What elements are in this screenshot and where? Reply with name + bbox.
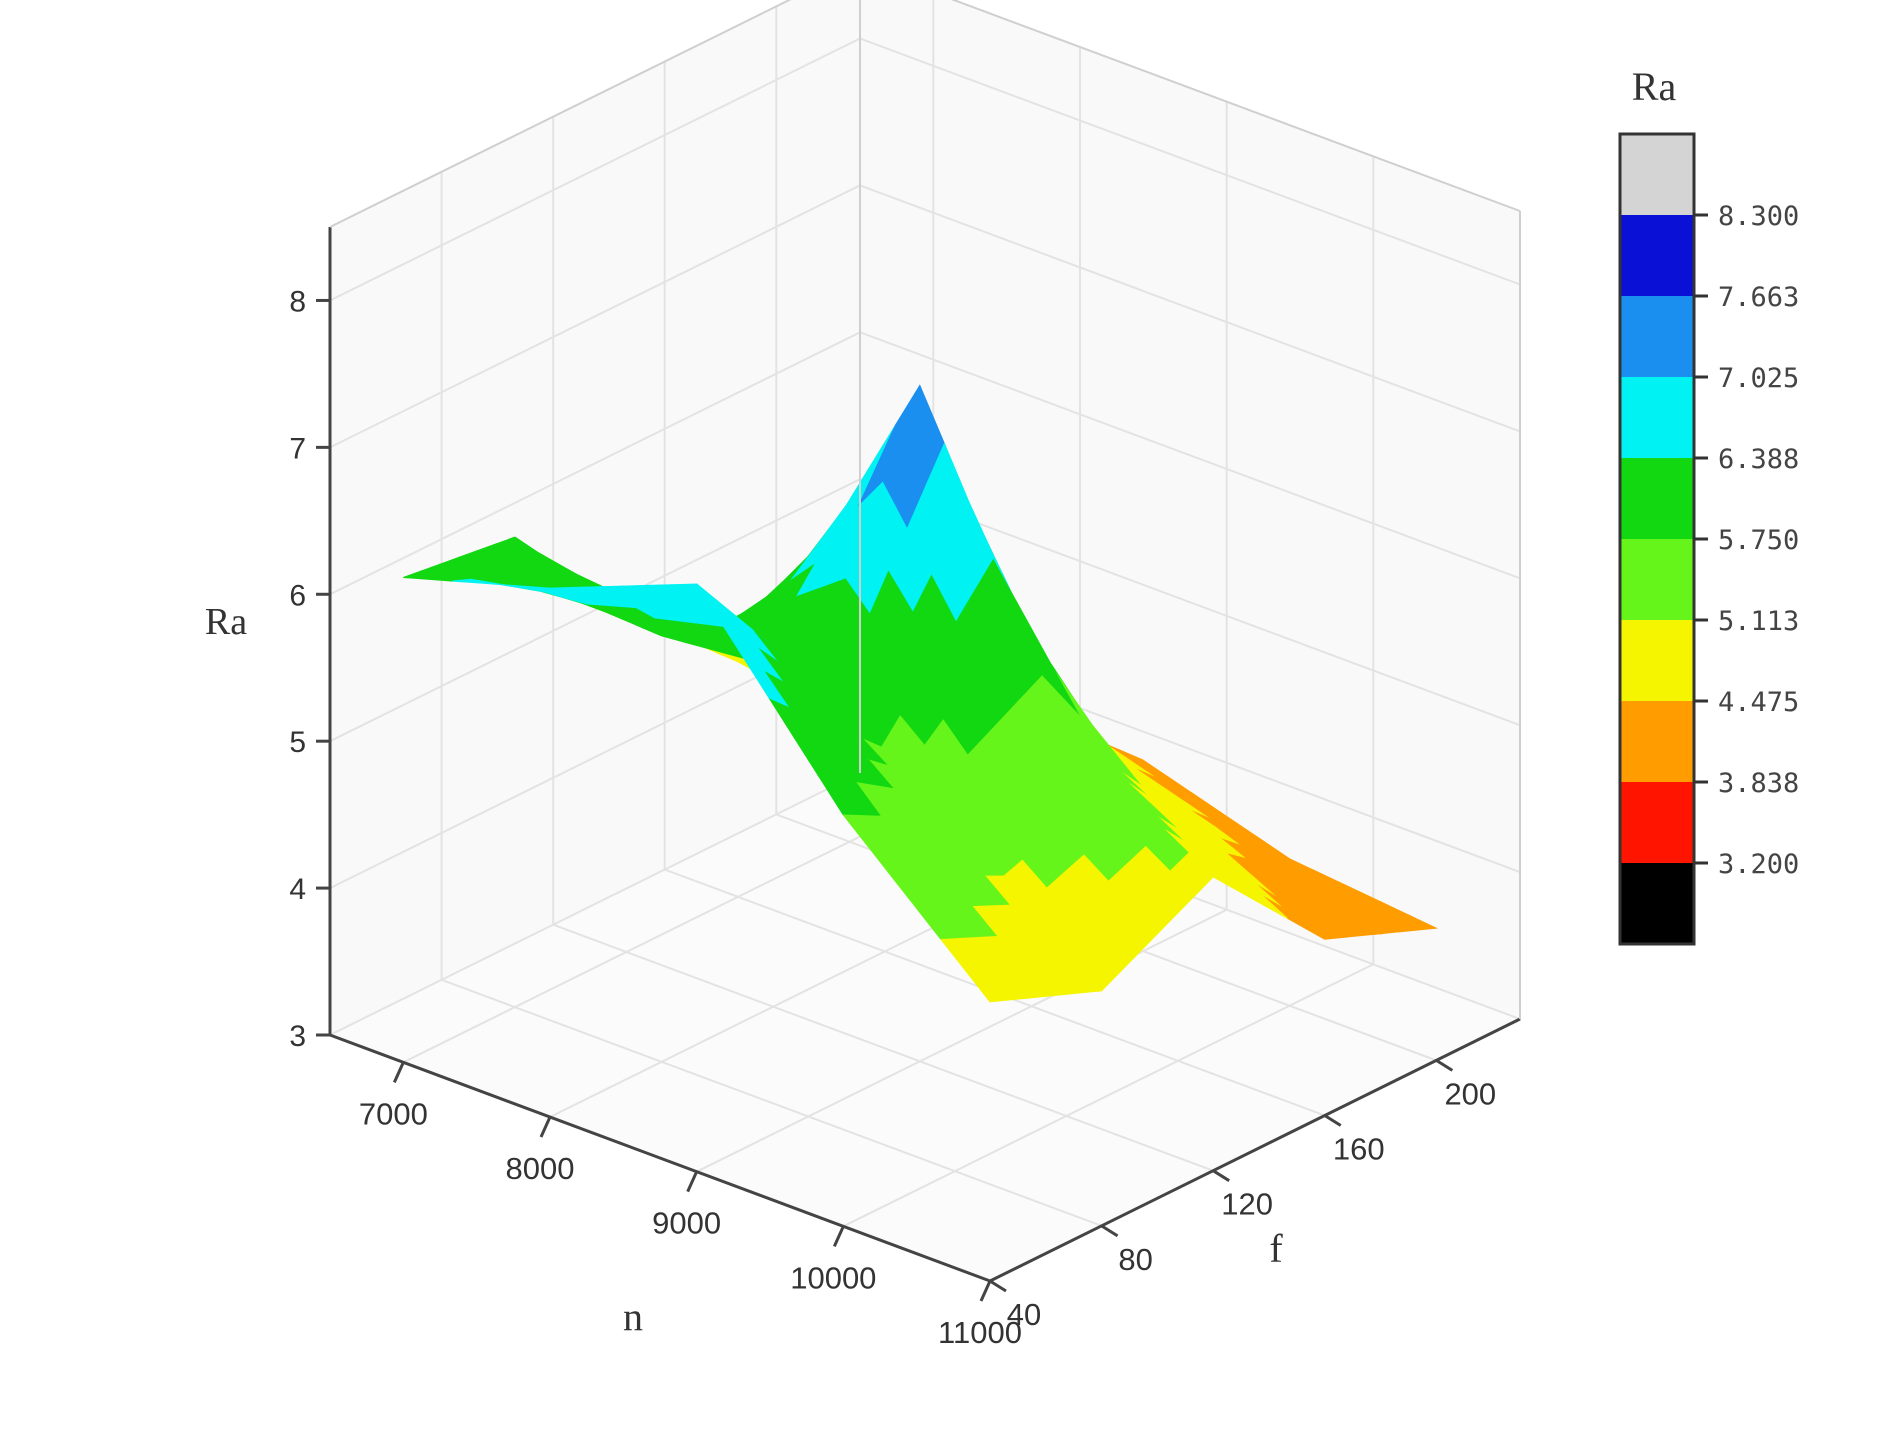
x-tick-label-11000: 11000 (938, 1315, 1022, 1350)
grid-y-80 (440, 171, 1102, 1227)
colorbar-label-5: 5.113 (1718, 606, 1799, 637)
y-tick-label-120: 120 (1221, 1187, 1273, 1222)
x-tick-label-7000: 7000 (359, 1096, 428, 1131)
colorbar-band-2 (1620, 296, 1694, 377)
grid-x-9000 (696, 101, 1228, 1173)
surface-patch (964, 968, 1010, 1003)
colorbar: 8.300 7.663 7.025 6.388 5.750 5.113 4.475 3.838… (1618, 132, 1799, 946)
z-axis-label: Ra (205, 601, 247, 643)
colorbar-band-9 (1620, 863, 1694, 944)
axis-lines (328, 0, 1521, 1283)
frame-top (329, 0, 1521, 228)
grid-lines (329, 0, 1521, 1282)
colorbar-band-0 (1620, 134, 1694, 215)
z-tick-label-8: 8 (289, 285, 306, 318)
colorbar-band-1 (1620, 215, 1694, 296)
colorbar-label-7: 3.838 (1718, 768, 1799, 799)
colorbar-label-3: 6.388 (1718, 444, 1799, 475)
colorbar-band-5 (1620, 539, 1694, 620)
colorbar-band-3 (1620, 377, 1694, 458)
z-tick-label-3: 3 (289, 1020, 306, 1053)
floor-pane (330, 773, 1520, 1281)
colorbar-label-8: 3.200 (1718, 849, 1799, 880)
y-tick-label-200: 200 (1444, 1076, 1496, 1111)
y-tick-160 (1323, 1114, 1342, 1127)
back-left-pane (330, 0, 860, 1035)
colorbar-band-4 (1620, 458, 1694, 539)
x-tick-7000 (392, 1061, 405, 1083)
x-axis-label: n (623, 1294, 643, 1339)
surface-cell-3-1 (954, 733, 1214, 992)
colorbar-label-6: 4.475 (1718, 687, 1799, 718)
surface-cell-3-0 (842, 814, 1103, 1003)
y-tick-label-160: 160 (1333, 1132, 1385, 1167)
surface-cell-1-0 (549, 583, 809, 677)
colorbar-label-4: 5.750 (1718, 525, 1799, 556)
surface-cell-1-1 (661, 385, 921, 677)
colorbar-band-7 (1620, 701, 1694, 782)
surface-plot (403, 384, 1439, 1003)
surface-cell-3-3 (1177, 810, 1439, 940)
colorbar-band-8 (1620, 782, 1694, 863)
colorbar-label-1: 7.663 (1718, 282, 1799, 313)
colorbar-label-0: 8.300 (1718, 201, 1799, 232)
x-tick-label-9000: 9000 (652, 1206, 721, 1241)
z-tick-label-4: 4 (289, 873, 306, 906)
grid-y-200 (775, 6, 1437, 1062)
x-tick-8000 (539, 1116, 552, 1138)
z-tick-label-5: 5 (289, 726, 306, 759)
z-tick-label-7: 7 (289, 432, 306, 465)
x-tick-10000 (832, 1225, 845, 1247)
x-tick-label-10000: 10000 (790, 1260, 876, 1295)
z-tick-label-6: 6 (289, 579, 306, 612)
grid-x-10000 (842, 156, 1375, 1228)
grid-y-160 (663, 61, 1326, 1117)
x-tick-label-8000: 8000 (506, 1151, 575, 1186)
y-tick-200 (1435, 1059, 1454, 1072)
y-tick-label-80: 80 (1118, 1242, 1152, 1277)
x-tick-9000 (686, 1171, 699, 1193)
y-tick-label-40: 40 (1007, 1297, 1041, 1332)
colorbar-label-2: 7.025 (1718, 363, 1799, 394)
x-tick-11000 (979, 1280, 992, 1302)
surface-cell-2-1 (807, 384, 1068, 820)
colorbar-title: Ra (1632, 64, 1677, 109)
y-axis-label: f (1269, 1226, 1283, 1271)
surface-cell-3-2 (1066, 733, 1326, 940)
x-axis-line (329, 1033, 991, 1283)
colorbar-band-6 (1620, 620, 1694, 701)
y-tick-80 (1100, 1224, 1119, 1238)
y-tick-120 (1212, 1169, 1230, 1182)
y-axis-line (989, 1017, 1521, 1283)
y-tick-40 (989, 1279, 1007, 1293)
grid-y-120 (552, 116, 1214, 1172)
